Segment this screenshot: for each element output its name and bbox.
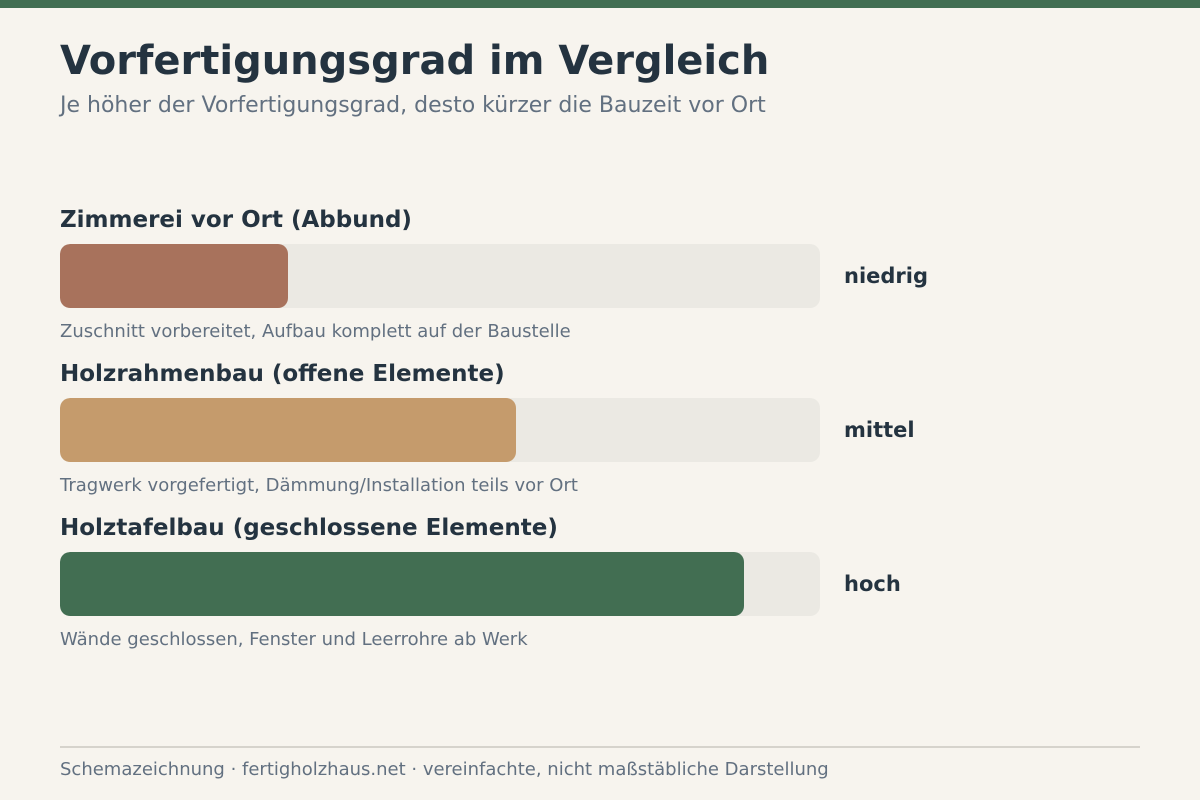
bar-label: Holztafelbau (geschlossene Elemente) [60, 515, 558, 541]
bar-fill-holzrahmenbau [60, 398, 516, 462]
bar-note: Wände geschlossen, Fenster und Leerrohre… [60, 629, 528, 650]
footer-divider [60, 746, 1140, 748]
bar-label: Zimmerei vor Ort (Abbund) [60, 207, 412, 233]
bar-level-label: mittel [844, 418, 915, 442]
bar-fill-zimmerei [60, 244, 288, 308]
bar-track [60, 244, 820, 308]
bar-note: Tragwerk vorgefertigt, Dämmung/Installat… [60, 475, 578, 496]
bar-row-holzrahmenbau: Holzrahmenbau (offene Elemente) mittel T… [60, 358, 1060, 508]
bar-row-zimmerei: Zimmerei vor Ort (Abbund) niedrig Zuschn… [60, 204, 1060, 354]
footer-note: Schemazeichnung · fertigholzhaus.net · v… [60, 759, 829, 780]
chart-title: Vorfertigungsgrad im Vergleich [60, 38, 770, 84]
chart-subtitle: Je höher der Vorfertigungsgrad, desto kü… [60, 93, 766, 118]
bar-track [60, 552, 820, 616]
bar-note: Zuschnitt vorbereitet, Aufbau komplett a… [60, 321, 571, 342]
bar-level-label: hoch [844, 572, 901, 596]
top-accent-stripe [0, 0, 1200, 8]
bar-level-label: niedrig [844, 264, 929, 288]
bar-row-holztafelbau: Holztafelbau (geschlossene Elemente) hoc… [60, 512, 1060, 662]
bar-label: Holzrahmenbau (offene Elemente) [60, 361, 505, 387]
bar-track [60, 398, 820, 462]
bar-fill-holztafelbau [60, 552, 744, 616]
